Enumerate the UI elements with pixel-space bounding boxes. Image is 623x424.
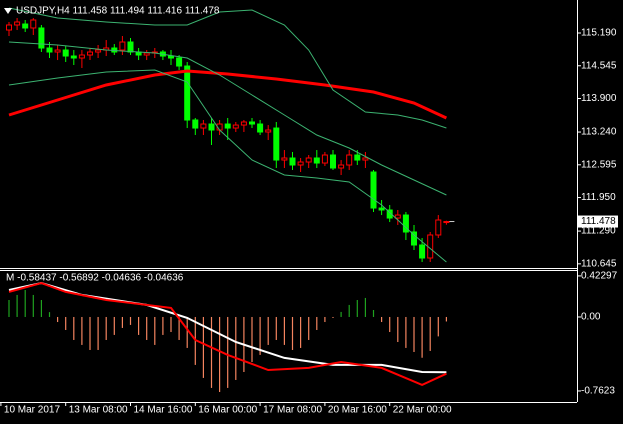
candle-body [411,231,417,246]
candle-body [273,127,280,161]
y-tick-label: 115.190 [581,28,617,39]
candle-body [95,49,102,53]
indicator-line [8,281,447,374]
y-tick-label: 0.00 [581,312,601,323]
indicator-line [8,281,447,386]
candle-body [127,41,134,53]
x-tick-label: 16 Mar 00:00 [198,405,257,416]
candle-body [192,119,199,129]
candle-body [394,214,401,219]
x-tick-label: 17 Mar 08:00 [263,405,322,416]
candle-body [289,157,296,166]
candle-body [54,49,61,53]
indicator-title: M -0.58437 -0.56892 -0.04636 -0.04636 [6,273,184,284]
candle-body [435,219,442,236]
candle-body [386,209,393,219]
y-tick-label: 112.595 [581,159,617,170]
candle-body [232,124,239,129]
candle-body [362,157,369,161]
candle-body [281,157,288,161]
last-price-box [578,215,618,228]
y-tick-label: 110.645 [581,258,617,269]
candle-body [443,221,450,224]
candle-body [62,49,69,57]
candle-body [330,154,336,169]
candle-body [168,55,174,59]
candle-body [176,57,183,67]
candle-body [119,41,126,51]
candle-body [305,157,312,163]
indicator-line [8,7,447,129]
x-tick-label: 14 Mar 16:00 [134,405,193,416]
y-tick-label: 113.240 [581,127,617,138]
candle-body [346,154,353,166]
candle-body [378,207,385,211]
candle-body [338,164,345,169]
candle-body [22,23,29,29]
candle-body [70,55,77,59]
candle-body [419,244,426,259]
candle-body [402,214,409,233]
candle-body [200,123,207,129]
candle-body [321,154,328,164]
candle-body [224,123,231,129]
candle-body [297,161,304,166]
candle-body [265,129,272,133]
last-price-label: 111.478 [581,216,616,227]
x-tick-label: 20 Mar 16:00 [328,405,387,416]
x-tick-label: 10 Mar 2017 [4,405,61,416]
candle-body [30,19,37,29]
indicator-line [8,69,448,120]
y-tick-label: 111.290 [581,226,616,237]
candle-body [87,51,93,56]
candle-body [249,121,255,125]
candle-body [143,52,150,56]
candle-body [257,123,264,133]
chart-title: USDJPY,H4 111.458 111.494 111.416 111.47… [16,6,220,17]
y-tick-label: 114.545 [581,60,617,71]
indicator-line [8,69,447,263]
y-tick-label: 0.42297 [581,271,618,282]
candle-body [46,47,53,53]
x-tick-label: 22 Mar 00:00 [393,405,452,416]
x-tick-label: 13 Mar 08:00 [69,405,128,416]
candle-body [354,154,361,161]
candle-body [313,157,320,164]
y-tick-label: -0.7623 [581,386,615,397]
menu-icon [4,8,12,14]
y-tick-label: 111.950 [581,192,616,203]
indicator-line [8,41,447,196]
y-tick-label: 113.900 [581,93,617,104]
candle-body [6,24,12,31]
candle-body [184,65,191,121]
candle-body [208,123,215,131]
candle-body [14,21,21,26]
candle-body [370,171,377,209]
candle-body [240,121,247,126]
candle-body [78,54,85,59]
candle-body [38,27,45,49]
